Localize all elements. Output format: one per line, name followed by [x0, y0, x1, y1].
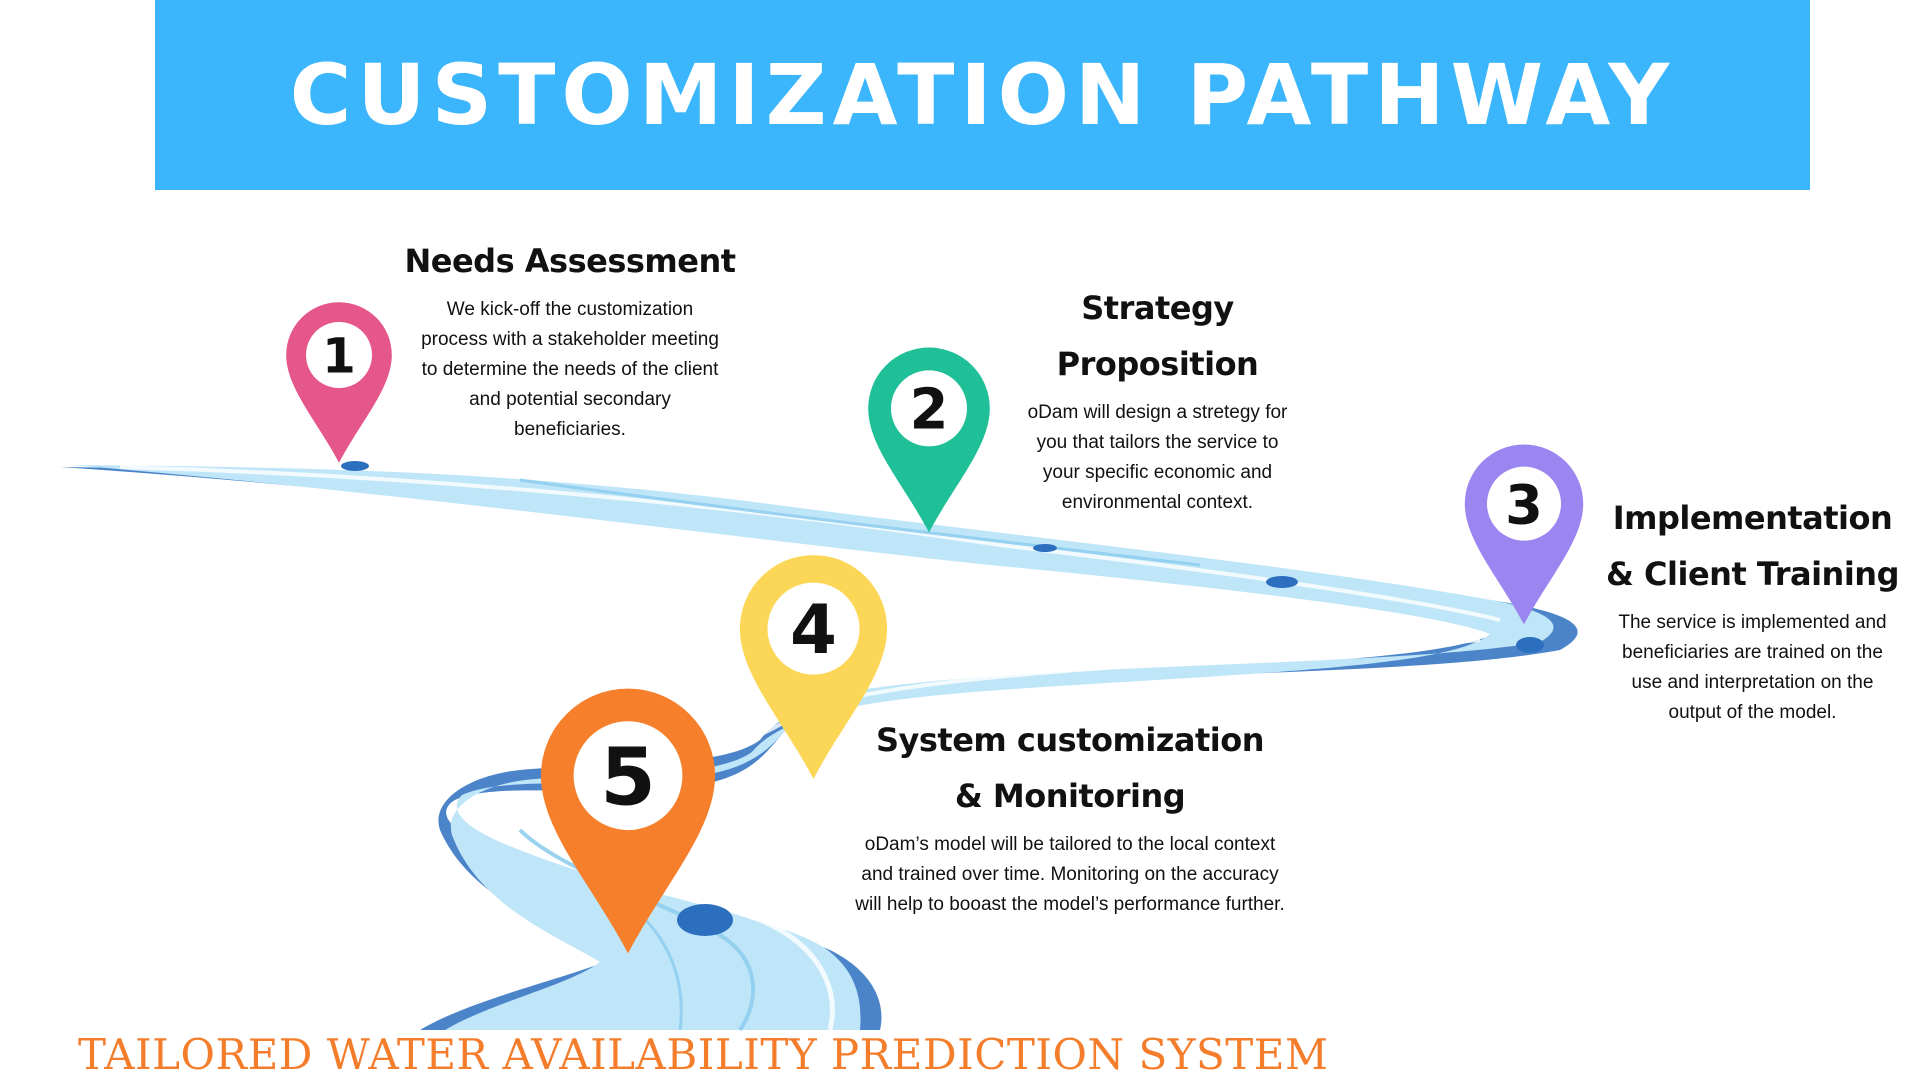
pin-step-4: 4 — [736, 552, 891, 782]
step-4-title: System customization & Monitoring — [835, 712, 1305, 824]
step-description-line: beneficiaries are trained on the — [1622, 642, 1883, 663]
step-title-line: Strategy — [1081, 289, 1234, 327]
step-title-line: Implementation — [1612, 499, 1893, 537]
step-3-block: Implementation & Client Training The ser… — [1595, 490, 1910, 728]
step-3-description: The service is implemented and beneficia… — [1595, 608, 1910, 728]
step-1-title: Needs Assessment — [395, 233, 745, 289]
step-1-block: Needs Assessment We kick-off the customi… — [395, 233, 745, 445]
pin-number: 2 — [910, 378, 949, 443]
map-pin-icon: 1 — [286, 302, 392, 463]
step-2-block: Strategy Proposition oDam will design a … — [1000, 280, 1315, 518]
river-rock — [677, 904, 733, 936]
river-rock — [1266, 576, 1298, 588]
step-description-line: output of the model. — [1668, 702, 1837, 723]
pin-step-3: 3 — [1460, 442, 1588, 627]
step-description-line: will help to booast the model’s performa… — [855, 894, 1285, 915]
step-3-title: Implementation & Client Training — [1595, 490, 1910, 602]
pin-number: 3 — [1505, 473, 1543, 536]
pin-number: 1 — [322, 329, 356, 385]
pin-step-2: 2 — [864, 345, 994, 535]
pin-step-1: 1 — [283, 300, 395, 465]
step-4-block: System customization & Monitoring oDam’s… — [835, 712, 1305, 920]
step-description-line: process with a stakeholder meeting — [421, 329, 719, 350]
river-highlight — [119, 465, 1501, 622]
river-rock — [1516, 637, 1544, 653]
step-description-line: to determine the needs of the client — [421, 359, 719, 380]
river-rock — [1033, 544, 1057, 552]
river-rock — [341, 461, 369, 471]
step-2-description: oDam will design a stretegy for you that… — [1000, 398, 1315, 518]
step-description-line: oDam’s model will be tailored to the loc… — [864, 834, 1276, 855]
step-description-line: We kick-off the customization — [446, 299, 694, 320]
step-title-line: & Client Training — [1606, 555, 1899, 593]
step-4-description: oDam’s model will be tailored to the loc… — [835, 830, 1305, 920]
step-description-line: beneficiaries. — [514, 419, 626, 440]
title-banner: CUSTOMIZATION PATHWAY — [155, 0, 1810, 190]
step-description-line: oDam will design a stretegy for — [1027, 402, 1288, 423]
step-1-description: We kick-off the customization process wi… — [395, 295, 745, 445]
map-pin-icon: 2 — [868, 347, 990, 533]
river-highlight — [519, 478, 1201, 567]
map-pin-icon: 4 — [739, 555, 888, 779]
step-2-title: Strategy Proposition — [1000, 280, 1315, 392]
step-title-line: Needs Assessment — [404, 242, 736, 280]
step-description-line: environmental context. — [1061, 492, 1254, 513]
footer-tagline: TAILORED WATER AVAILABILITY PREDICTION S… — [78, 1030, 1329, 1079]
step-description-line: and potential secondary — [469, 389, 671, 410]
pin-number: 4 — [790, 590, 837, 669]
page-title: CUSTOMIZATION PATHWAY — [289, 46, 1676, 144]
step-title-line: & Monitoring — [954, 777, 1186, 815]
step-title-line: System customization — [875, 721, 1265, 759]
step-description-line: your specific economic and — [1042, 462, 1273, 483]
step-description-line: use and interpretation on the — [1631, 672, 1874, 693]
map-pin-icon: 3 — [1464, 444, 1584, 625]
step-title-line: Proposition — [1056, 345, 1259, 383]
step-description-line: you that tailors the service to — [1036, 432, 1279, 453]
map-pin-icon: 5 — [540, 688, 716, 954]
step-description-line: The service is implemented and — [1618, 612, 1887, 633]
pin-step-5: 5 — [537, 685, 719, 957]
pin-number: 5 — [600, 731, 656, 824]
step-description-line: and trained over time. Monitoring on the… — [861, 864, 1279, 885]
